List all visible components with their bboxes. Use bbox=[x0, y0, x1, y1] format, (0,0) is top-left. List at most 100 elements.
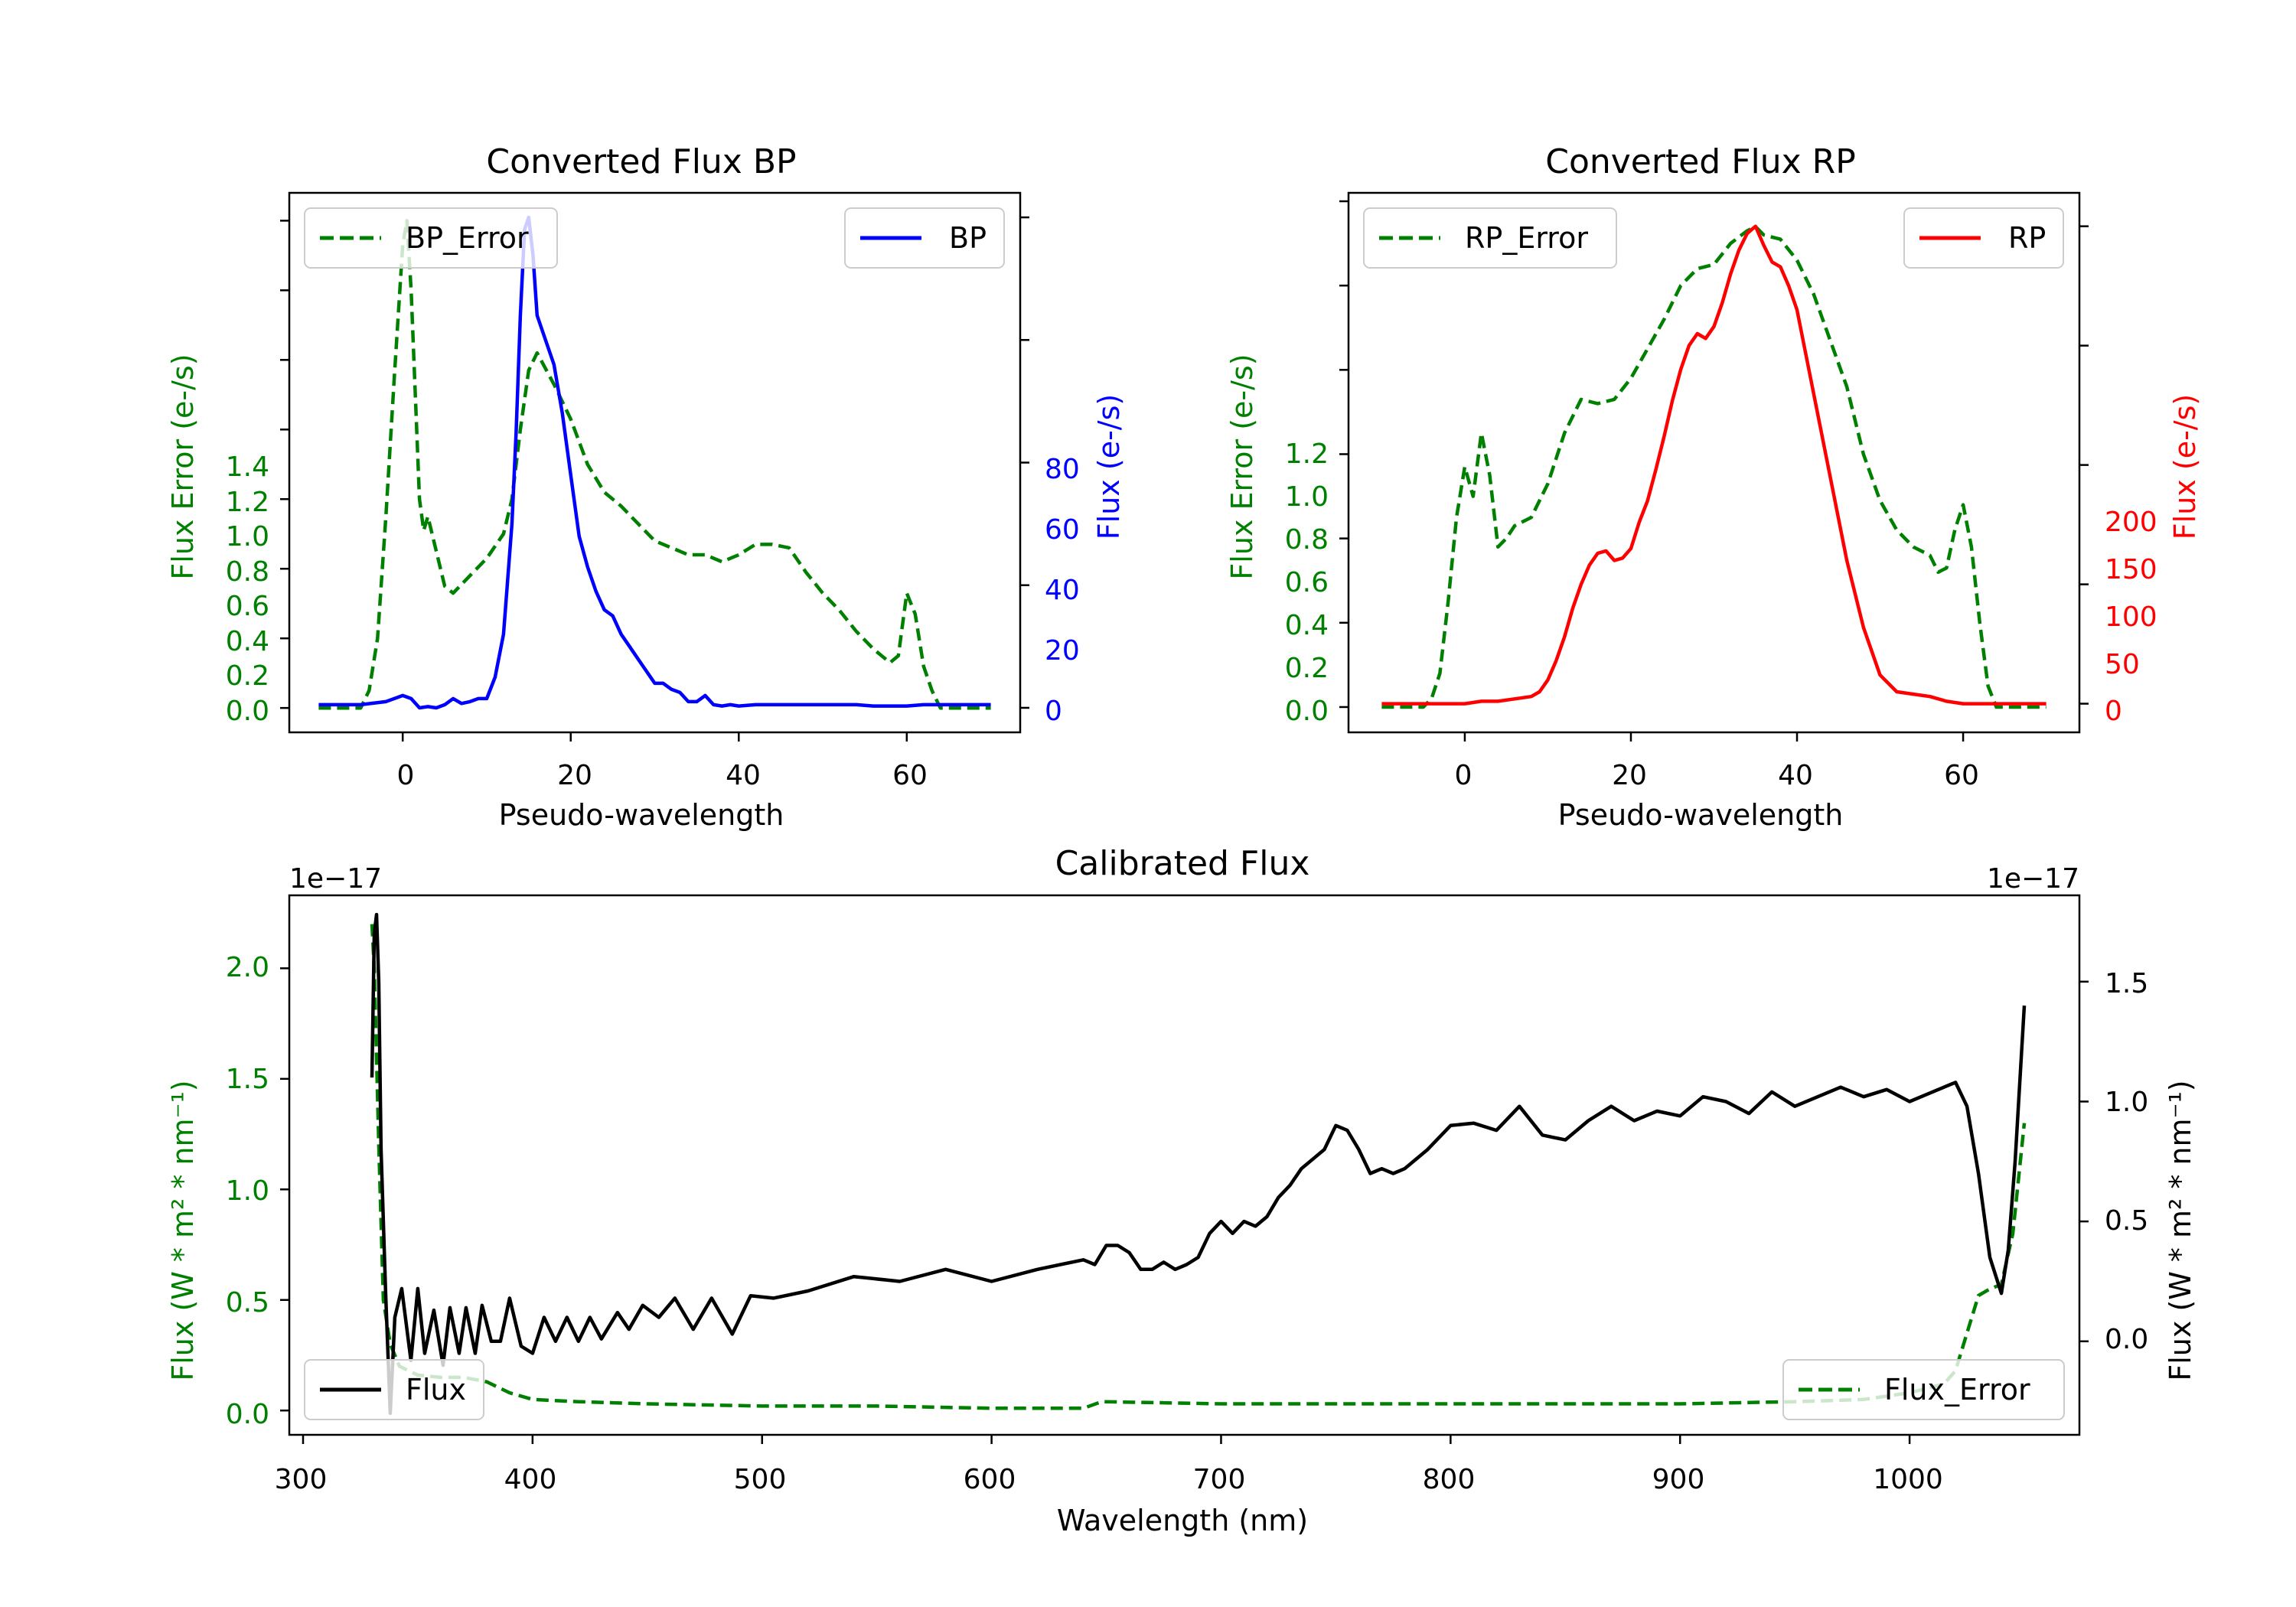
rp-tick-marks bbox=[1339, 200, 2089, 742]
rp-left-y-tick: 0.0 bbox=[1285, 696, 1329, 727]
rp-right-y-ticks: 0 50 100 150 200 bbox=[2105, 507, 2157, 727]
bp-left-y-tick: 1.2 bbox=[226, 487, 269, 518]
rp-left-y-tick: 0.2 bbox=[1285, 653, 1329, 684]
rp-ylabel-left: Flux Error (e-/s) bbox=[1225, 354, 1259, 579]
bp-title: Converted Flux BP bbox=[486, 142, 796, 181]
calibrated-x-tick: 1000 bbox=[1873, 1464, 1943, 1495]
calibrated-right-y-tick: 1.5 bbox=[2105, 968, 2148, 999]
calibrated-x-tick: 600 bbox=[964, 1464, 1016, 1495]
rp-right-y-tick: 0 bbox=[2105, 696, 2122, 727]
calibrated-title: Calibrated Flux bbox=[1055, 844, 1310, 883]
bp-left-y-tick: 1.4 bbox=[226, 451, 269, 483]
left-exponent-label: 1e−17 bbox=[289, 863, 382, 895]
rp-x-ticks: 0 20 40 60 bbox=[1455, 760, 1979, 791]
calibrated-right-y-ticks: 0.0 0.5 1.0 1.5 bbox=[2105, 968, 2148, 1355]
bp-right-y-tick: 80 bbox=[1045, 454, 1080, 485]
bp-panel: Converted Flux BP Pseudo-wavelength Flux… bbox=[166, 142, 1126, 832]
rp-x-tick: 0 bbox=[1455, 760, 1473, 791]
calibrated-legend-error: Flux_Error bbox=[1782, 1359, 2065, 1420]
bp-left-y-tick: 0.8 bbox=[226, 556, 269, 588]
legend-label: RP bbox=[2008, 221, 2046, 255]
legend-label: BP bbox=[949, 221, 987, 255]
rp-x-tick: 20 bbox=[1612, 760, 1647, 791]
calibrated-x-tick: 500 bbox=[734, 1464, 787, 1495]
rp-legend-error: RP_Error bbox=[1363, 207, 1617, 269]
rp-xlabel: Pseudo-wavelength bbox=[1558, 798, 1844, 832]
bp-series bbox=[318, 215, 991, 710]
legend-box bbox=[304, 207, 558, 269]
calibrated-left-y-ticks: 0.0 0.5 1.0 1.5 2.0 bbox=[226, 952, 269, 1430]
bp-legend-error: BP_Error bbox=[304, 207, 558, 269]
bp-ylabel-right: Flux (e-/s) bbox=[1092, 394, 1126, 539]
calibrated-plot-frame bbox=[288, 894, 2081, 1436]
bp-right-y-ticks: 0 20 40 60 80 bbox=[1045, 454, 1080, 727]
bp-left-y-tick: 1.0 bbox=[226, 521, 269, 553]
legend-box bbox=[1782, 1359, 2065, 1420]
rp-plot-frame bbox=[1347, 191, 2081, 734]
calibrated-legend-flux: Flux bbox=[304, 1359, 484, 1420]
rp-ylabel-right: Flux (e-/s) bbox=[2168, 394, 2202, 539]
calibrated-xlabel: Wavelength (nm) bbox=[1057, 1504, 1308, 1537]
rp-right-y-tick: 200 bbox=[2105, 507, 2157, 538]
rp-title: Converted Flux RP bbox=[1545, 142, 1856, 181]
rp-left-y-ticks: 0.0 0.2 0.4 0.6 0.8 1.0 1.2 bbox=[1285, 438, 1329, 727]
bp-plot-frame bbox=[288, 191, 1022, 734]
bp-right-y-tick: 40 bbox=[1045, 575, 1080, 606]
right-exponent-label: 1e−17 bbox=[1987, 863, 2079, 895]
rp-x-tick: 60 bbox=[1944, 760, 1979, 791]
rp-panel: Converted Flux RP Pseudo-wavelength Flux… bbox=[1225, 142, 2202, 832]
calibrated-left-y-tick: 0.5 bbox=[226, 1287, 269, 1319]
legend-label: Flux_Error bbox=[1884, 1373, 2030, 1407]
calibrated-x-tick: 900 bbox=[1652, 1464, 1705, 1495]
rp-right-y-tick: 150 bbox=[2105, 554, 2157, 585]
calibrated-x-ticks: 300 400 500 600 700 800 900 1000 bbox=[275, 1464, 1943, 1495]
legend-label: Flux bbox=[406, 1373, 466, 1407]
calibrated-x-tick: 700 bbox=[1193, 1464, 1246, 1495]
calibrated-x-tick: 800 bbox=[1423, 1464, 1476, 1495]
bp-left-y-ticks: 0.0 0.2 0.4 0.6 0.8 1.0 1.2 1.4 bbox=[226, 451, 269, 727]
calibrated-x-tick: 300 bbox=[275, 1464, 328, 1495]
calibrated-right-y-tick: 1.0 bbox=[2105, 1087, 2148, 1118]
rp-left-y-tick: 0.6 bbox=[1285, 567, 1329, 598]
legend-box bbox=[304, 1359, 484, 1420]
bp-left-y-tick: 0.2 bbox=[226, 660, 269, 692]
calibrated-panel: Calibrated Flux 1e−17 1e−17 Wavelength (… bbox=[166, 844, 2197, 1537]
rp-series-rp-line bbox=[1381, 224, 2047, 706]
calibrated-left-y-tick: 1.5 bbox=[226, 1064, 269, 1095]
legend-box bbox=[1903, 207, 2064, 269]
rp-series bbox=[1381, 224, 2047, 709]
bp-x-tick: 60 bbox=[892, 760, 928, 791]
bp-left-y-tick: 0.6 bbox=[226, 591, 269, 622]
calibrated-series-flux-line bbox=[370, 912, 2027, 1416]
rp-x-tick: 40 bbox=[1778, 760, 1813, 791]
bp-right-y-tick: 60 bbox=[1045, 514, 1080, 546]
bp-ylabel-left: Flux Error (e-/s) bbox=[166, 354, 200, 579]
calibrated-x-tick: 400 bbox=[504, 1464, 557, 1495]
calibrated-ylabel-right: Flux (W * m² * nm⁻¹) bbox=[2164, 1080, 2197, 1380]
bp-legend-flux: BP bbox=[844, 207, 1005, 269]
rp-right-y-tick: 100 bbox=[2105, 601, 2157, 633]
rp-right-y-tick: 50 bbox=[2105, 649, 2140, 680]
bp-series-bp-line bbox=[318, 215, 991, 710]
bp-left-y-tick: 0.0 bbox=[226, 696, 269, 727]
legend-label: RP_Error bbox=[1465, 221, 1588, 255]
bp-right-y-tick: 20 bbox=[1045, 635, 1080, 667]
rp-series-rp-error-line bbox=[1381, 224, 2047, 709]
rp-legend-flux: RP bbox=[1903, 207, 2064, 269]
calibrated-ylabel-left: Flux (W * m² * nm⁻¹) bbox=[166, 1080, 200, 1380]
bp-series-bp-error-line bbox=[318, 219, 991, 710]
bp-x-ticks: 0 20 40 60 bbox=[397, 760, 928, 791]
rp-left-y-tick: 0.8 bbox=[1285, 524, 1329, 556]
calibrated-left-y-tick: 1.0 bbox=[226, 1175, 269, 1207]
bp-x-tick: 40 bbox=[726, 760, 761, 791]
calibrated-left-y-tick: 0.0 bbox=[226, 1399, 269, 1430]
calibrated-left-y-tick: 2.0 bbox=[226, 952, 269, 983]
rp-left-y-tick: 1.0 bbox=[1285, 481, 1329, 513]
bp-right-y-tick: 0 bbox=[1045, 696, 1062, 727]
calibrated-right-y-tick: 0.5 bbox=[2105, 1205, 2148, 1237]
legend-box bbox=[844, 207, 1005, 269]
calibrated-right-y-tick: 0.0 bbox=[2105, 1324, 2148, 1355]
bp-tick-marks bbox=[280, 216, 1029, 742]
rp-left-y-tick: 1.2 bbox=[1285, 438, 1329, 470]
